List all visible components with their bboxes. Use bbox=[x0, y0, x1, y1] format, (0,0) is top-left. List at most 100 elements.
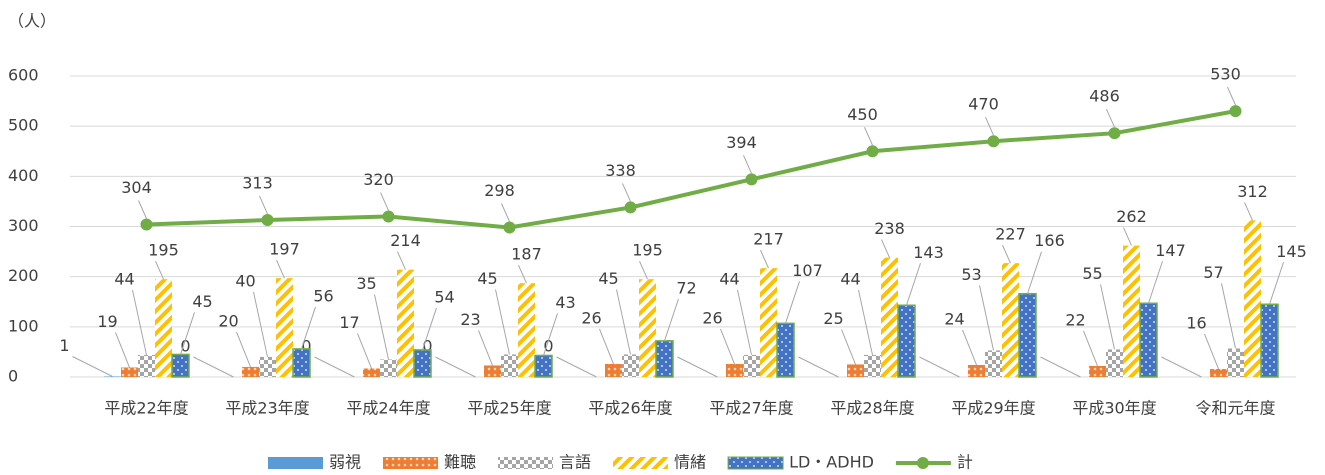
bar bbox=[605, 363, 622, 377]
leader-line bbox=[1002, 244, 1011, 264]
legend-swatch bbox=[613, 457, 669, 469]
leader-line bbox=[180, 312, 195, 355]
data-label: 298 bbox=[484, 181, 515, 200]
leader-line bbox=[422, 307, 437, 351]
y-tick-label: 0 bbox=[8, 367, 18, 386]
bar bbox=[121, 367, 138, 377]
data-label: 145 bbox=[1276, 242, 1307, 261]
leader-line bbox=[1083, 330, 1098, 367]
total-point bbox=[624, 201, 637, 214]
data-label: 44 bbox=[719, 269, 739, 288]
leader-line bbox=[677, 356, 718, 378]
bar bbox=[501, 354, 518, 377]
leader-line bbox=[72, 356, 113, 377]
x-tick-label: 平成25年度 bbox=[467, 399, 551, 418]
bar bbox=[104, 376, 121, 377]
bar bbox=[726, 363, 743, 377]
leader-line bbox=[236, 331, 251, 368]
y-tick-label: 500 bbox=[8, 116, 39, 135]
x-tick-label: 平成23年度 bbox=[225, 399, 309, 418]
data-label: 227 bbox=[995, 225, 1026, 244]
legend-swatch bbox=[383, 457, 439, 469]
leader-line bbox=[1148, 261, 1163, 304]
bar bbox=[518, 283, 535, 377]
data-label: 195 bbox=[632, 241, 663, 260]
leader-line bbox=[138, 200, 147, 219]
data-label: 304 bbox=[121, 178, 152, 197]
data-label: 450 bbox=[847, 105, 878, 124]
bar bbox=[968, 364, 985, 377]
y-tick-label: 100 bbox=[8, 316, 39, 335]
leader-line bbox=[864, 127, 873, 146]
leader-line bbox=[501, 203, 510, 222]
y-tick-label: 400 bbox=[8, 166, 39, 185]
data-label: 262 bbox=[1116, 207, 1147, 226]
bar bbox=[1002, 263, 1019, 377]
leader-line bbox=[841, 329, 856, 365]
legend-swatch bbox=[727, 456, 784, 470]
leader-line bbox=[478, 330, 493, 366]
data-label: 45 bbox=[192, 292, 212, 311]
leader-line bbox=[785, 281, 800, 324]
x-tick-label: 平成24年度 bbox=[346, 399, 430, 418]
total-point bbox=[1229, 105, 1242, 118]
data-label: 313 bbox=[242, 173, 273, 192]
bar bbox=[622, 354, 639, 377]
data-label: 44 bbox=[840, 269, 860, 288]
bar bbox=[655, 340, 674, 378]
bar bbox=[847, 364, 864, 377]
bar bbox=[259, 356, 276, 377]
bar bbox=[1139, 302, 1158, 378]
total-point bbox=[866, 145, 879, 158]
data-label: 320 bbox=[363, 170, 394, 189]
bar bbox=[743, 354, 760, 377]
leader-line bbox=[1221, 283, 1236, 349]
data-label: 26 bbox=[581, 308, 601, 327]
data-label: 187 bbox=[511, 245, 542, 264]
data-label: 486 bbox=[1089, 87, 1120, 106]
bar bbox=[155, 279, 172, 377]
leader-line bbox=[301, 306, 316, 350]
leader-line bbox=[193, 356, 234, 378]
leader-line bbox=[639, 260, 648, 280]
leader-line bbox=[858, 289, 873, 356]
leader-line bbox=[253, 291, 268, 358]
leader-line bbox=[543, 313, 558, 356]
bar bbox=[1106, 349, 1123, 377]
legend-label: 弱視 bbox=[329, 453, 361, 472]
data-label: 0 bbox=[301, 337, 311, 356]
data-label: 470 bbox=[968, 95, 999, 114]
data-label: 35 bbox=[356, 274, 376, 293]
total-point bbox=[140, 218, 153, 231]
leader-line bbox=[1227, 86, 1236, 106]
total-point bbox=[261, 213, 274, 226]
total-point bbox=[987, 135, 1000, 148]
data-label: 530 bbox=[1210, 65, 1241, 84]
bar bbox=[985, 350, 1002, 377]
data-label: 394 bbox=[726, 133, 757, 152]
leader-line bbox=[979, 285, 994, 351]
data-label: 24 bbox=[944, 309, 964, 328]
bar bbox=[171, 353, 190, 378]
x-tick-label: 平成26年度 bbox=[588, 399, 672, 418]
bar bbox=[484, 365, 501, 377]
data-label: 25 bbox=[823, 309, 843, 328]
data-label: 195 bbox=[148, 241, 179, 260]
data-label: 44 bbox=[114, 269, 134, 288]
leader-line bbox=[314, 356, 355, 378]
leader-line bbox=[397, 251, 406, 270]
bar bbox=[413, 349, 432, 378]
leader-line bbox=[599, 328, 614, 365]
total-line bbox=[146, 109, 1236, 230]
bar bbox=[1089, 365, 1106, 377]
data-label: 238 bbox=[874, 219, 905, 238]
data-label: 0 bbox=[180, 337, 190, 356]
data-label: 312 bbox=[1237, 182, 1268, 201]
leader-line bbox=[1106, 108, 1115, 128]
leader-line bbox=[1204, 333, 1219, 370]
legend-label: LD・ADHD bbox=[789, 453, 874, 472]
data-label: 0 bbox=[422, 337, 432, 356]
legend-swatch bbox=[268, 457, 323, 469]
bar bbox=[1210, 368, 1227, 377]
leader-line bbox=[380, 192, 389, 211]
